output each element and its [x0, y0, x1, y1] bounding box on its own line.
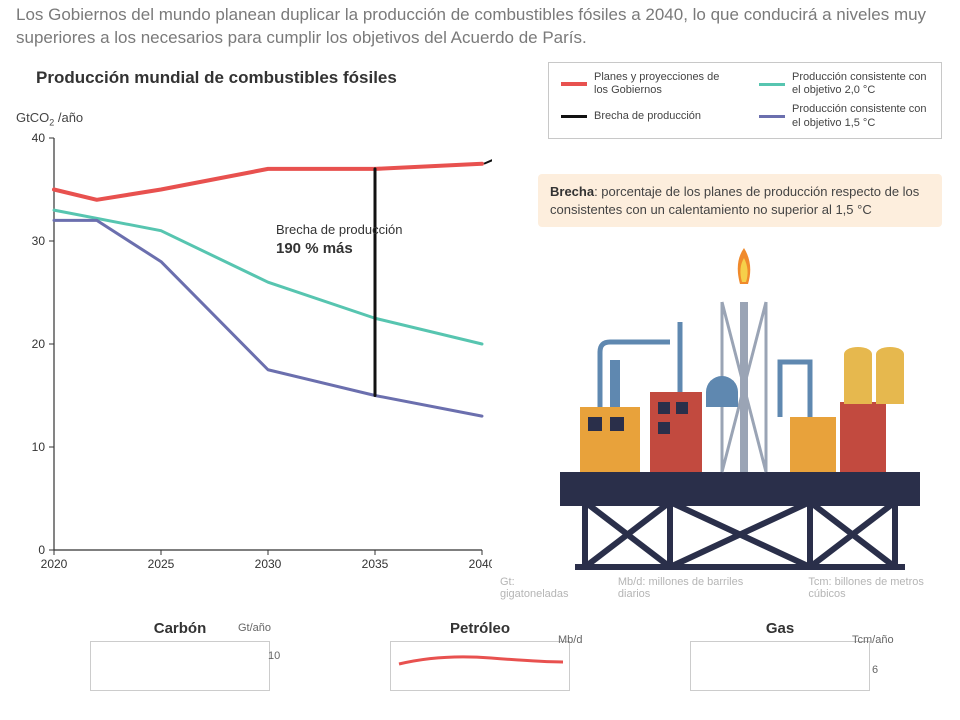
legend: Planes y proyecciones de los Gobiernos P…	[548, 62, 942, 139]
svg-text:2025: 2025	[148, 557, 175, 570]
svg-text:2030: 2030	[255, 557, 282, 570]
unit-gt: Gt: gigatoneladas	[500, 576, 584, 600]
legend-gap: Brecha de producción	[561, 103, 731, 129]
svg-text:30: 30	[32, 234, 46, 248]
callout-rest: : porcentaje de los planes de producción…	[550, 184, 919, 217]
sub-coal-ymax: 10	[268, 650, 280, 662]
swatch-plans	[561, 82, 587, 86]
sub-gas-ymax: 6	[872, 664, 878, 676]
legend-plans-label: Planes y proyecciones de los Gobiernos	[594, 71, 731, 97]
sub-gas: Gas Tcm/año 6	[640, 620, 920, 691]
legend-target20-label: Producción consistente con el objetivo 2…	[792, 71, 929, 97]
svg-text:2020: 2020	[41, 557, 68, 570]
sub-gas-chart	[690, 641, 870, 691]
sub-coal-chart	[90, 641, 270, 691]
y-axis-label: GtCO2 /año	[16, 110, 83, 128]
sub-oil-unit: Mb/d	[558, 634, 582, 646]
unit-tcm: Tcm: billones de metros cúbicos	[808, 576, 960, 600]
gap-line1: Brecha de producción	[276, 222, 402, 239]
svg-text:0: 0	[38, 543, 45, 557]
brecha-callout: Brecha: porcentaje de los planes de prod…	[538, 174, 942, 227]
sub-coal: Carbón Gt/año 10	[40, 620, 320, 691]
units-row: Gt: gigatoneladas Mb/d: millones de barr…	[500, 576, 960, 600]
unit-mbd: Mb/d: millones de barriles diarios	[618, 576, 774, 600]
svg-text:2035: 2035	[362, 557, 389, 570]
intro-text: Los Gobiernos del mundo planean duplicar…	[0, 0, 960, 60]
legend-plans: Planes y proyecciones de los Gobiernos	[561, 71, 731, 97]
gap-line2: 190 % más	[276, 239, 402, 259]
refinery-illustration	[540, 242, 940, 572]
swatch-gap	[561, 115, 587, 118]
svg-text:20: 20	[32, 337, 46, 351]
sub-oil: Petróleo Mb/d	[340, 620, 620, 691]
sub-oil-chart	[390, 641, 570, 691]
sub-gas-unit: Tcm/año	[852, 634, 894, 646]
legend-gap-label: Brecha de producción	[594, 110, 701, 123]
gap-annotation: Brecha de producción 190 % más	[276, 222, 402, 258]
legend-target15-label: Producción consistente con el objetivo 1…	[792, 103, 929, 129]
callout-bold: Brecha	[550, 184, 594, 199]
legend-target20: Producción consistente con el objetivo 2…	[759, 71, 929, 97]
legend-target15: Producción consistente con el objetivo 1…	[759, 103, 929, 129]
main-chart: 01020304020202025203020352040	[12, 130, 492, 570]
sub-coal-title: Carbón	[40, 620, 320, 637]
chart-title: Producción mundial de combustibles fósil…	[36, 68, 397, 88]
sub-charts-row: Carbón Gt/año 10 Petróleo Mb/d Gas Tcm/a…	[0, 620, 960, 691]
swatch-target20	[759, 83, 785, 86]
svg-text:2040: 2040	[469, 557, 492, 570]
svg-text:40: 40	[32, 131, 46, 145]
sub-coal-unit: Gt/año	[238, 622, 271, 634]
swatch-target15	[759, 115, 785, 118]
svg-text:10: 10	[32, 440, 46, 454]
